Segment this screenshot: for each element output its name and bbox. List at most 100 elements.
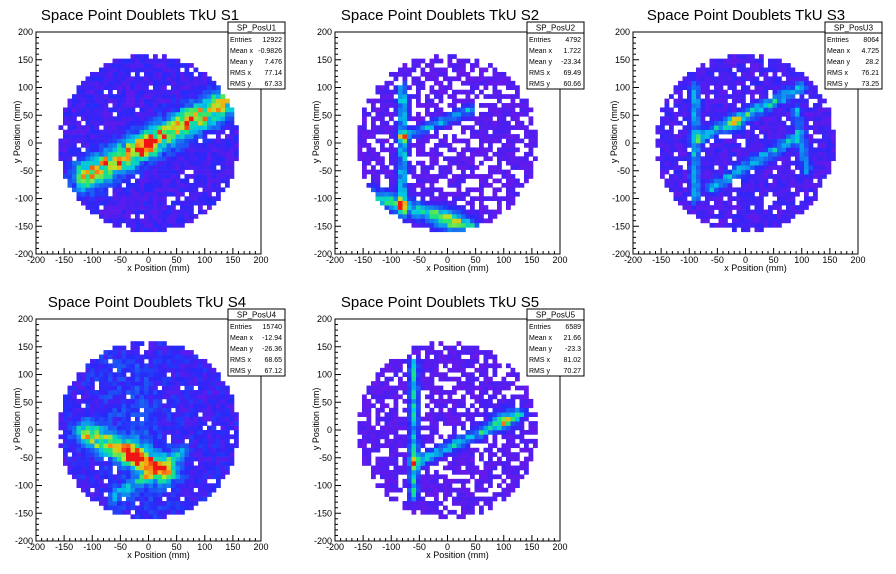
heatmap-bin <box>777 187 782 193</box>
heatmap-bin <box>175 367 181 373</box>
heatmap-bin <box>479 76 484 82</box>
heatmap-bin <box>108 67 113 73</box>
heatmap-bin <box>157 398 163 404</box>
heatmap-bin <box>515 165 520 170</box>
heatmap-bin <box>772 103 778 108</box>
heatmap-bin <box>85 367 91 373</box>
heatmap-bin <box>804 187 809 193</box>
heatmap-bin <box>216 381 221 386</box>
heatmap-bin <box>112 412 118 417</box>
heatmap-bin <box>754 125 760 130</box>
heatmap-bin <box>795 129 800 135</box>
heatmap-bin <box>678 196 683 202</box>
heatmap-bin <box>750 80 755 86</box>
heatmap-bin <box>741 89 746 95</box>
heatmap-bin <box>736 67 742 73</box>
heatmap-bin <box>759 138 764 144</box>
heatmap-bin <box>207 151 212 157</box>
heatmap-bin <box>483 76 489 82</box>
heatmap-bin <box>416 160 421 166</box>
heatmap-bin <box>402 174 408 179</box>
heatmap-bin <box>103 354 109 360</box>
heatmap-bin <box>202 169 208 175</box>
heatmap-bin <box>714 111 719 117</box>
heatmap-bin <box>135 134 140 139</box>
heatmap-bin <box>153 174 158 179</box>
heatmap-bin <box>121 363 127 369</box>
heatmap-bin <box>211 403 217 409</box>
heatmap-bin <box>664 138 670 144</box>
heatmap-bin <box>184 178 190 184</box>
heatmap-bin <box>772 111 778 117</box>
heatmap-bin <box>90 129 95 135</box>
heatmap-bin <box>103 182 109 188</box>
heatmap-bin <box>108 76 113 82</box>
heatmap-bin <box>220 390 226 395</box>
heatmap-bin <box>804 178 809 184</box>
heatmap-bin <box>750 214 755 219</box>
heatmap-bin <box>687 156 692 162</box>
heatmap-bin <box>126 76 131 82</box>
heatmap-bin <box>393 138 399 144</box>
heatmap-bin <box>198 358 203 364</box>
heatmap-bin <box>94 461 100 466</box>
stats-label: Mean x <box>827 48 850 55</box>
heatmap-bin <box>673 187 679 193</box>
heatmap-bin <box>85 89 91 95</box>
heatmap-bin <box>700 67 706 73</box>
heatmap-bin <box>202 394 208 400</box>
heatmap-bin <box>121 447 127 453</box>
heatmap-bin <box>94 412 100 417</box>
heatmap-bin <box>754 143 760 148</box>
heatmap-bin <box>148 120 154 126</box>
heatmap-bin <box>795 125 800 130</box>
histogram-panel-3: -200 -150 -100 -50 0 50 100 150 200-200-150-100-… <box>609 7 883 273</box>
heatmap-bin <box>171 354 176 360</box>
heatmap-bin <box>81 89 86 95</box>
heatmap-bin <box>479 89 484 95</box>
heatmap-bin <box>465 218 471 224</box>
heatmap-bin <box>193 138 199 144</box>
y-tick-label: -150 <box>15 508 33 518</box>
heatmap-bin <box>804 98 809 104</box>
heatmap-bin <box>425 200 430 206</box>
heatmap-bin <box>135 218 140 224</box>
heatmap-bin <box>135 205 140 210</box>
heatmap-bin <box>777 76 782 82</box>
heatmap-bin <box>153 505 158 511</box>
heatmap-bin <box>184 89 190 95</box>
heatmap-bin <box>117 394 122 400</box>
heatmap-bin <box>135 80 140 86</box>
heatmap-bin <box>207 111 212 117</box>
heatmap-bin <box>398 200 403 206</box>
heatmap-bin <box>461 209 466 215</box>
heatmap-bin <box>709 89 715 95</box>
heatmap-bin <box>126 196 131 202</box>
heatmap-bin <box>362 443 367 449</box>
heatmap-bin <box>763 165 769 170</box>
heatmap-bin <box>384 94 390 99</box>
heatmap-bin <box>709 196 715 202</box>
heatmap-bin <box>768 143 773 148</box>
heatmap-bin <box>171 160 176 166</box>
heatmap-bin <box>189 165 194 170</box>
heatmap-bin <box>148 381 154 386</box>
heatmap-bin <box>407 191 412 197</box>
heatmap-bin <box>804 138 809 144</box>
heatmap-bin <box>225 182 230 188</box>
heatmap-bin <box>786 165 791 170</box>
heatmap-bin <box>682 147 688 153</box>
heatmap-bin <box>166 67 172 73</box>
heatmap-bin <box>736 76 742 82</box>
heatmap-bin <box>157 438 163 444</box>
heatmap-bin <box>184 187 190 193</box>
heatmap-bin <box>144 509 149 515</box>
heatmap-bin <box>117 107 122 113</box>
heatmap-bin <box>171 385 176 391</box>
heatmap-bin <box>492 125 498 130</box>
heatmap-bin <box>438 71 444 77</box>
heatmap-bin <box>121 376 127 382</box>
heatmap-bin <box>99 363 104 369</box>
heatmap-bin <box>750 160 755 166</box>
heatmap-bin <box>81 381 86 386</box>
